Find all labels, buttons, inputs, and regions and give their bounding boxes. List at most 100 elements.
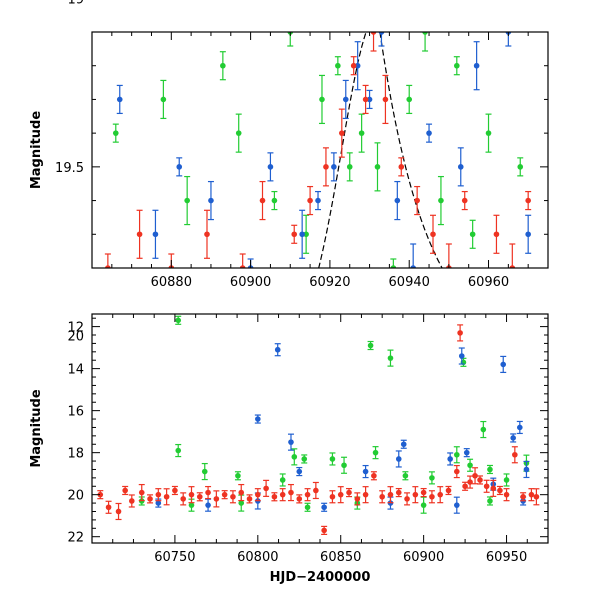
data-point-i xyxy=(478,299,484,305)
data-point-g xyxy=(346,164,353,170)
data-point-i xyxy=(239,265,246,268)
data-point-g xyxy=(487,498,493,504)
data-point-i xyxy=(105,504,112,511)
data-point-g xyxy=(420,502,427,508)
data-point-g xyxy=(129,299,135,305)
data-point-g xyxy=(454,62,460,69)
bottom-panel: 60750 60800 60850 60900 60950 12 14 16 18 20 22 Mag… xyxy=(29,313,549,585)
data-point-g xyxy=(112,130,119,136)
x-tick-label: 60800 xyxy=(237,550,278,565)
data-point-r xyxy=(274,346,281,353)
data-point-g xyxy=(367,342,374,349)
x-tick-label: 60900 xyxy=(403,550,444,565)
data-point-r xyxy=(321,504,327,511)
data-point-g xyxy=(319,96,325,103)
data-point-i xyxy=(404,496,410,502)
data-point-g xyxy=(341,462,347,469)
data-point-g xyxy=(201,468,208,475)
model-curve xyxy=(318,32,443,268)
data-point-i xyxy=(414,197,420,204)
data-point-g xyxy=(279,477,286,483)
data-point-i xyxy=(153,299,159,305)
data-point-g xyxy=(175,317,182,324)
x-tick-label: 60950 xyxy=(486,550,527,565)
data-point-i xyxy=(520,493,526,500)
data-point-g xyxy=(387,355,394,361)
data-point-i xyxy=(454,468,460,475)
series-i xyxy=(104,32,532,339)
data-point-i xyxy=(304,491,311,498)
data-point-i xyxy=(97,491,104,498)
top-panel: 60880 60900 60920 60940 60960 19 19.5 20 Magnitu… xyxy=(29,0,549,344)
data-point-i xyxy=(296,496,303,502)
bottom-plot-area xyxy=(97,315,540,535)
data-point-i xyxy=(420,489,427,496)
data-point-i xyxy=(276,299,282,305)
data-point-i xyxy=(462,483,468,490)
data-point-r xyxy=(116,96,123,103)
data-point-r xyxy=(454,502,460,508)
data-point-i xyxy=(323,164,329,170)
data-point-r xyxy=(458,353,465,359)
data-point-i xyxy=(346,489,352,496)
data-point-g xyxy=(160,96,167,103)
data-point-i xyxy=(230,493,236,500)
data-point-g xyxy=(188,502,195,508)
data-point-g xyxy=(503,477,510,483)
data-point-r xyxy=(395,456,402,462)
data-point-i xyxy=(184,333,190,339)
y-tick-label: 19 xyxy=(67,0,84,7)
data-point-i xyxy=(429,493,435,500)
data-point-i xyxy=(246,496,253,502)
series-r xyxy=(97,32,532,305)
data-point-g xyxy=(438,197,444,204)
data-point-i xyxy=(437,491,444,498)
data-point-i xyxy=(457,330,463,336)
y-tick-label: 18 xyxy=(67,447,84,462)
data-point-i xyxy=(255,491,261,498)
data-point-i xyxy=(509,265,516,268)
data-point-r xyxy=(447,456,453,462)
data-point-i xyxy=(461,197,468,204)
data-point-r xyxy=(510,435,516,441)
data-point-i xyxy=(477,477,483,483)
data-point-i xyxy=(398,164,405,170)
data-point-i xyxy=(288,489,294,496)
data-point-g xyxy=(467,462,473,469)
data-point-i xyxy=(213,496,220,502)
bottom-y-axis-title: Magnitude xyxy=(29,389,44,468)
data-point-g xyxy=(235,472,241,479)
data-point-i xyxy=(205,489,211,496)
data-point-g xyxy=(304,504,311,511)
data-point-r xyxy=(192,299,198,305)
data-point-g xyxy=(238,500,245,506)
data-point-i xyxy=(387,491,394,498)
y-tick-label: 12 xyxy=(67,321,84,336)
data-point-i xyxy=(271,493,278,500)
data-point-i xyxy=(371,472,377,479)
series-r xyxy=(155,343,530,514)
data-point-g xyxy=(485,130,492,136)
data-point-g xyxy=(402,472,409,479)
data-point-g xyxy=(372,449,379,456)
data-point-i xyxy=(238,489,245,496)
data-point-i xyxy=(533,493,540,500)
data-point-i xyxy=(263,485,269,492)
data-point-i xyxy=(512,451,518,458)
data-point-r xyxy=(331,164,337,170)
data-point-i xyxy=(122,487,128,494)
data-point-g xyxy=(175,447,182,454)
data-point-g xyxy=(390,265,397,268)
data-point-i xyxy=(337,491,344,498)
data-point-r xyxy=(426,130,432,136)
data-point-r xyxy=(362,468,369,475)
y-tick-label: 14 xyxy=(67,363,84,378)
data-point-r xyxy=(400,441,407,448)
data-point-i xyxy=(155,491,162,498)
bottom-frame xyxy=(91,313,549,544)
data-point-r xyxy=(473,62,480,69)
data-point-i xyxy=(362,96,369,103)
data-point-r xyxy=(283,299,289,305)
data-point-r xyxy=(97,299,103,305)
